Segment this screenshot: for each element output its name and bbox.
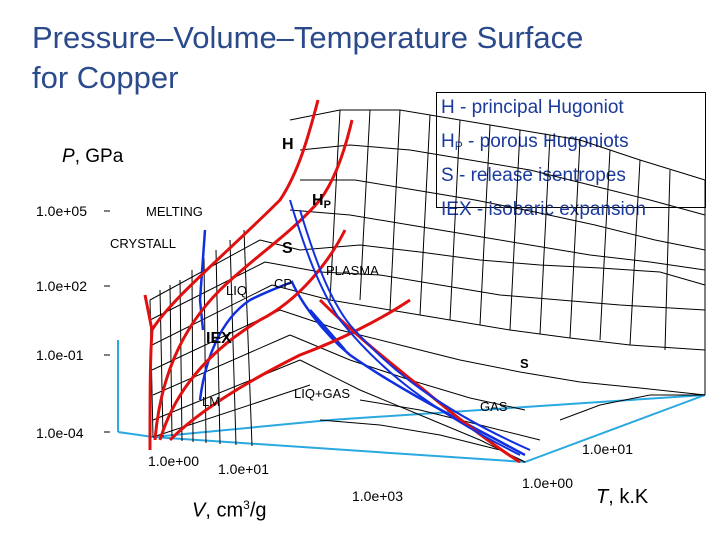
legend-item-s: S - release isentropes	[441, 165, 626, 186]
isentrope-2	[299, 209, 531, 451]
slide-title: Pressure–Volume–Temperature Surface for …	[32, 18, 583, 98]
region-gas: GAS	[480, 399, 508, 414]
p-tick-2: 1.0e+02	[36, 278, 87, 294]
v-tick-1: 1.0e+00	[148, 453, 199, 469]
v-axis-label: V, cm3/g	[192, 498, 267, 522]
curve-label-s2: S	[520, 356, 529, 371]
region-lm: LM	[202, 394, 221, 409]
axis-base-front	[117, 394, 706, 464]
p-tick-1: 1.0e+05	[36, 203, 87, 219]
p-tick-4: 1.0e-04	[36, 425, 84, 441]
v-tick-3: 1.0e+03	[352, 488, 403, 504]
melting-red-tick	[143, 294, 154, 331]
t-axis-label: T, k.K	[596, 486, 649, 508]
curve-label-hp: HP	[312, 192, 331, 211]
t-tick-2: 1.0e+01	[582, 441, 633, 457]
legend-item-h: H - principal Hugoniot	[441, 97, 624, 118]
melting-boundary-blue	[198, 229, 207, 331]
region-melting: MELTING	[146, 204, 203, 219]
title-line-2: for Copper	[32, 60, 179, 95]
region-cp: CP	[274, 276, 293, 291]
p-axis-label: P, GPa	[62, 146, 124, 167]
region-plasma: PLASMA	[326, 263, 379, 278]
isentrope-short	[309, 309, 346, 351]
release-isentropes	[289, 199, 531, 456]
porous-hugoniot-1	[153, 119, 354, 441]
axis-base-back	[329, 394, 706, 421]
title-line-1: Pressure–Volume–Temperature Surface	[32, 20, 584, 55]
legend-item-iex: IEX - isobaric expansion	[441, 199, 646, 220]
v-tick-2: 1.0e+01	[218, 461, 269, 477]
axis-base-inner	[152, 419, 331, 438]
curve-label-iex: IEX	[206, 330, 232, 347]
curve-label-s: S	[282, 240, 293, 257]
axes-box	[117, 340, 706, 464]
curve-label-h: H	[282, 136, 294, 153]
principal-hugoniot	[148, 99, 320, 451]
porous-hugoniot-3	[168, 298, 411, 442]
region-liq-gas: LIQ+GAS	[294, 386, 350, 401]
p-tick-3: 1.0e-01	[36, 347, 84, 363]
isentrope-1	[289, 199, 521, 456]
porous-hugoniot-2	[158, 229, 347, 441]
t-tick-1: 1.0e+00	[522, 475, 573, 491]
region-crystall: CRYSTALL	[110, 236, 176, 251]
legend-box: H - principal Hugoniot HP - porous Hugon…	[436, 92, 706, 220]
p-axis-ticks	[104, 210, 110, 433]
region-liq: LIQ	[226, 283, 247, 298]
